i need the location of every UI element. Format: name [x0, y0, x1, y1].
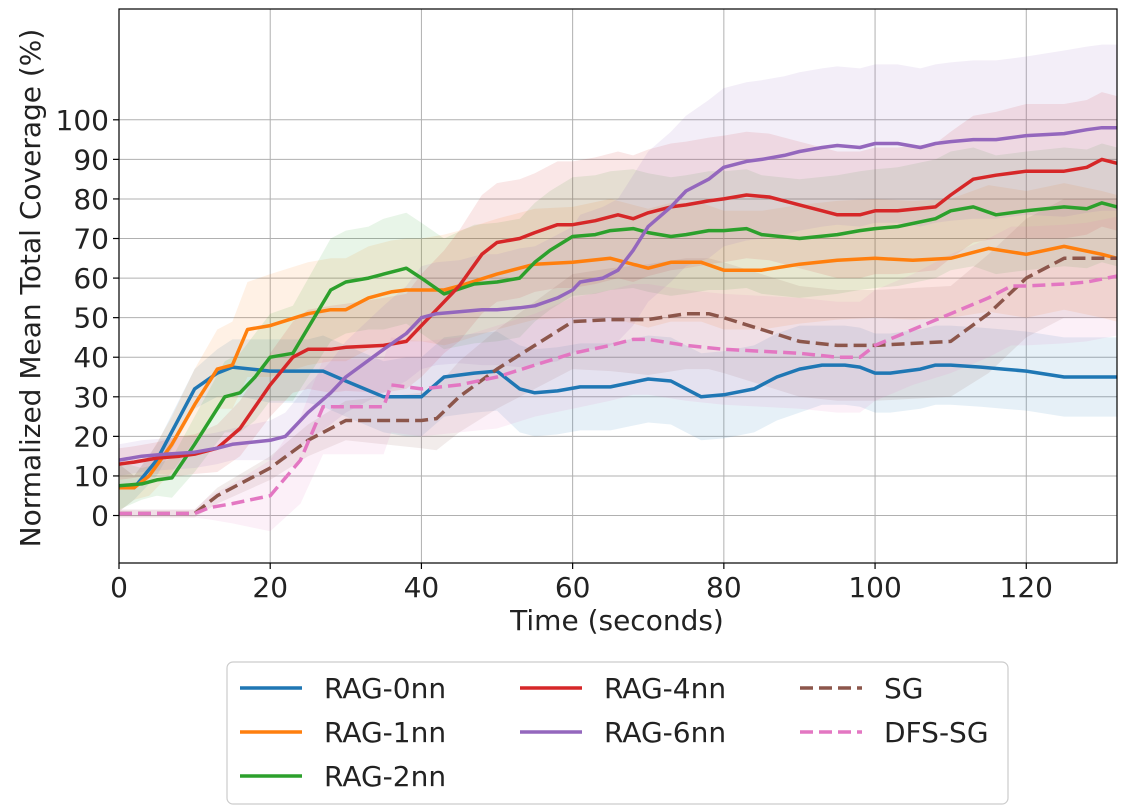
- line-rag-0nn: [119, 363, 1117, 490]
- y-tick-label: 80: [73, 183, 109, 216]
- legend-label-rag-4nn: RAG-4nn: [604, 672, 726, 705]
- band-rag-4nn: [119, 92, 1117, 480]
- x-tick-label: 60: [555, 571, 591, 604]
- y-tick-label: 40: [73, 341, 109, 374]
- y-tick-label: 30: [73, 381, 109, 414]
- line-rag-2nn: [118, 201, 1118, 488]
- y-axis-label: Normalized Mean Total Coverage (%): [14, 29, 47, 548]
- legend-label-dfs-sg: DFS-SG: [884, 716, 989, 749]
- legend-box: [226, 661, 1009, 805]
- x-tick-label: 40: [404, 571, 440, 604]
- line-sg: [119, 256, 1117, 516]
- line-rag-1nn: [119, 244, 1118, 490]
- y-tick-label: 0: [91, 500, 109, 533]
- y-tick-label: 10: [73, 460, 109, 493]
- y-tick-label: 100: [56, 104, 109, 137]
- y-tick-label: 50: [73, 302, 109, 335]
- legend-label-rag-6nn: RAG-6nn: [604, 716, 726, 749]
- legend-label-rag-1nn: RAG-1nn: [324, 716, 446, 749]
- plot-frame: [118, 8, 1118, 564]
- line-rag-4nn: [118, 157, 1118, 466]
- x-tick-label: 120: [1000, 571, 1053, 604]
- x-tick-label: 20: [252, 571, 288, 604]
- legend-label-rag-2nn: RAG-2nn: [324, 760, 446, 793]
- band-sg: [119, 198, 1117, 518]
- band-rag-0nn: [119, 325, 1117, 512]
- line-dfs-sg: [119, 274, 1118, 516]
- band-rag-2nn: [119, 143, 1117, 510]
- y-tick-label: 70: [73, 223, 109, 256]
- x-tick-label: 100: [848, 571, 901, 604]
- legend-label-sg: SG: [884, 672, 923, 705]
- series-lines: [118, 125, 1118, 516]
- y-tick-label: 90: [73, 143, 109, 176]
- band-rag-1nn: [119, 183, 1117, 512]
- grid-lines: [118, 9, 1117, 563]
- y-tick-label: 20: [73, 420, 109, 453]
- y-tick-label: 60: [73, 262, 109, 295]
- x-axis-label: Time (seconds): [509, 604, 724, 637]
- confidence-bands: [119, 44, 1117, 532]
- line-rag-6nn: [118, 125, 1117, 462]
- legend-label-rag-0nn: RAG-0nn: [324, 672, 446, 705]
- x-tick-label: 0: [110, 571, 128, 604]
- x-tick-label: 80: [706, 571, 742, 604]
- band-dfs-sg: [119, 216, 1117, 532]
- axis-ticks: 0 20 40 60 80 100 120 0 10 20 30 40 50 60 70 80 90 100: [56, 104, 1053, 604]
- legend: RAG-0nn RAG-1nn RAG-2nn RAG-4nn RAG-6nn SG DFS…: [226, 661, 1009, 805]
